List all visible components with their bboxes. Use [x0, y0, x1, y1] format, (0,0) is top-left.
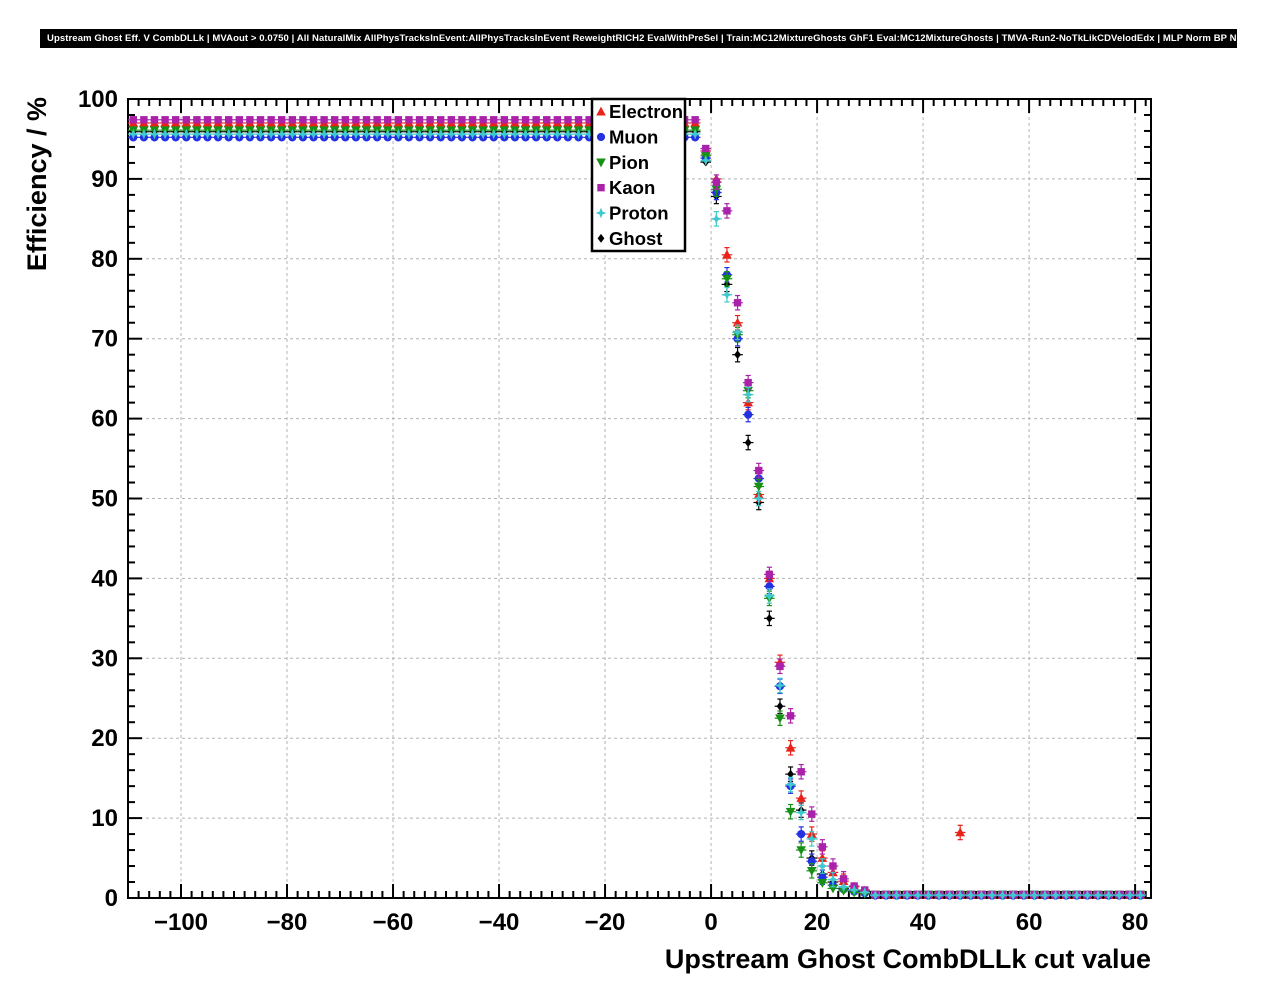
- x-tick-label: −80: [267, 909, 308, 936]
- legend-label-ghost: Ghost: [609, 228, 662, 249]
- legend-label-electron: Electron: [609, 101, 683, 122]
- y-tick-label: 70: [91, 326, 118, 353]
- x-tick-label: −60: [373, 909, 414, 936]
- y-axis-title: Efficiency / %: [22, 97, 52, 271]
- y-tick-label: 0: [105, 885, 118, 912]
- y-tick-label: 30: [91, 645, 118, 672]
- x-tick-label: 80: [1122, 909, 1149, 936]
- legend-label-pion: Pion: [609, 152, 649, 173]
- y-tick-label: 100: [78, 86, 118, 113]
- x-tick-label: −100: [154, 909, 208, 936]
- x-tick-label: 40: [910, 909, 937, 936]
- plot-title-bar: Upstream Ghost Eff. V CombDLLk | MVAout …: [40, 29, 1237, 48]
- legend-marker-ghost: [597, 233, 605, 243]
- legend-label-muon: Muon: [609, 127, 658, 148]
- legend: Electron Muon Pion Kaon Proton Ghost: [590, 97, 687, 253]
- y-tick-label: 90: [91, 166, 118, 193]
- x-tick-label: −40: [479, 909, 520, 936]
- x-axis-title: Upstream Ghost CombDLLk cut value: [665, 944, 1151, 974]
- legend-label-kaon: Kaon: [609, 177, 655, 198]
- x-tick-label: 60: [1016, 909, 1043, 936]
- x-tick-label: −20: [585, 909, 626, 936]
- x-tick-label: 0: [704, 909, 717, 936]
- axis-ticks: [128, 98, 1151, 899]
- y-tick-label: 60: [91, 406, 118, 433]
- y-tick-label: 50: [91, 486, 118, 513]
- legend-marker-proton: [595, 207, 607, 219]
- y-tick-label: 20: [91, 725, 118, 752]
- legend-box: [590, 97, 687, 253]
- legend-marker-muon: [596, 132, 606, 142]
- legend-marker-pion: [596, 158, 606, 168]
- legend-label-proton: Proton: [609, 203, 669, 224]
- y-tick-label: 80: [91, 246, 118, 273]
- y-tick-label: 10: [91, 805, 118, 832]
- plot-title: Upstream Ghost Eff. V CombDLLk | MVAout …: [47, 33, 1237, 44]
- x-tick-label: 20: [804, 909, 831, 936]
- legend-marker-electron: [596, 106, 606, 116]
- y-tick-label: 40: [91, 565, 118, 592]
- axis-tick-labels: −100 −80 −60 −40 −20 0 20 40 60 80 0 10 20 30 40 50 60 70…: [78, 86, 1148, 936]
- legend-marker-kaon: [597, 183, 605, 192]
